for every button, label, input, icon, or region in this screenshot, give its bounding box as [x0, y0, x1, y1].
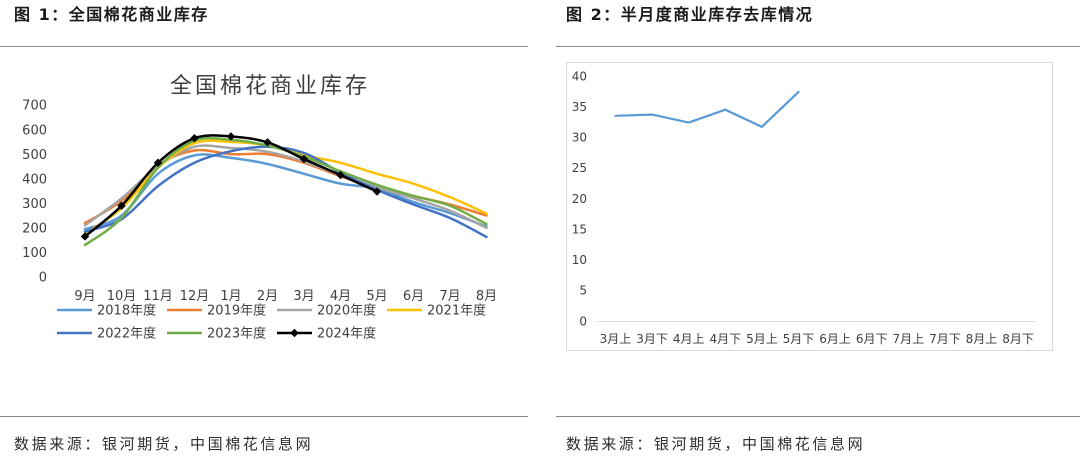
data-point-2024-2 — [153, 158, 163, 167]
y-tick-label-30: 30 — [572, 131, 587, 145]
legend-label-2022: 2022年度 — [97, 326, 156, 342]
x-tick-label: 4月下 — [709, 332, 741, 346]
x-tick-label: 7月 — [439, 289, 460, 304]
x-tick-label: 3月上 — [600, 332, 632, 346]
data-point-2024-6 — [299, 154, 309, 164]
y-tick-label-200: 200 — [22, 222, 47, 237]
figure-2-top-divider — [556, 46, 1080, 47]
data-point-2024-8 — [372, 187, 382, 196]
legend-item-2024: 2024年度 — [277, 326, 376, 342]
legend-item-2021: 2021年度 — [387, 303, 486, 319]
x-tick-label: 7月下 — [929, 332, 961, 346]
y-tick-label-600: 600 — [22, 123, 47, 138]
data-point-2024-0 — [80, 232, 90, 241]
half-month-destocking-chart: 0 5 10 15 20 25 30 35 40 3月上 3月下 4月上 4月下 5月上 5月下 6月上 6月… — [566, 62, 1053, 351]
chart-title: 全国棉花商业库存 — [170, 74, 370, 99]
legend-label-2018: 2018年度 — [97, 303, 156, 319]
figure-1-caption: 图 1：全国棉花商业库存 — [14, 5, 209, 24]
legend-item-2018: 2018年度 — [57, 303, 156, 319]
chart-area-border — [566, 62, 1053, 351]
x-tick-label: 8月 — [476, 289, 497, 304]
legend-label-2021: 2021年度 — [427, 303, 486, 319]
y-axis-labels: 0 5 10 15 20 25 30 35 40 — [572, 69, 587, 328]
y-tick-label-25: 25 — [572, 161, 587, 175]
y-tick-label-35: 35 — [572, 100, 587, 114]
data-point-2024-5 — [263, 138, 272, 147]
legend-label-2023: 2023年度 — [207, 326, 266, 342]
legend-label-2024: 2024年度 — [317, 326, 376, 342]
data-point-2024-3 — [190, 133, 199, 143]
figure-1-bottom-divider — [0, 416, 528, 417]
x-tick-label: 1月 — [220, 289, 241, 304]
figure-1-top-divider — [0, 46, 528, 47]
series-line-2018 — [83, 153, 488, 231]
x-tick-label: 4月 — [330, 289, 351, 304]
series-line-2020 — [83, 144, 488, 230]
data-point-2024-4 — [226, 132, 236, 141]
x-tick-label: 12月 — [180, 289, 210, 304]
x-tick-label: 4月上 — [673, 332, 705, 346]
y-tick-label-100: 100 — [22, 246, 47, 261]
legend-item-2019: 2019年度 — [167, 303, 266, 319]
data-point-2024-7 — [336, 170, 345, 180]
y-tick-label-0: 0 — [39, 271, 47, 286]
figure-2-source-note: 数据来源：银河期货，中国棉花信息网 — [566, 435, 866, 453]
legend-item-2023: 2023年度 — [167, 326, 266, 342]
figure-1-source-note: 数据来源：银河期货，中国棉花信息网 — [14, 435, 314, 453]
x-tick-label: 5月下 — [783, 332, 815, 346]
y-tick-label-500: 500 — [22, 148, 47, 163]
series-line-2022 — [83, 145, 488, 239]
legend-item-2020: 2020年度 — [277, 303, 376, 319]
figure-2-caption: 图 2：半月度商业库存去库情况 — [566, 5, 814, 24]
x-tick-label: 3月下 — [636, 332, 668, 346]
x-tick-label: 8月下 — [1002, 332, 1034, 346]
x-tick-label: 5月上 — [746, 332, 778, 346]
x-tick-label: 11月 — [143, 289, 173, 304]
legend-label-2019: 2019年度 — [207, 303, 266, 319]
x-tick-label: 5月 — [366, 289, 387, 304]
y-tick-label-15: 15 — [572, 222, 587, 236]
data-point-2024-1 — [117, 201, 126, 210]
series-line-main — [614, 90, 800, 128]
x-tick-label: 3月 — [293, 289, 314, 304]
x-tick-label: 6月 — [403, 289, 424, 304]
y-tick-label-400: 400 — [22, 172, 47, 187]
legend: 2018年度 2019年度 2020年度 2021年度 2022年度 2023年度 2024… — [57, 303, 486, 342]
figure-2-bottom-divider — [556, 416, 1080, 417]
x-tick-label: 10月 — [107, 289, 137, 304]
plot-series — [80, 132, 488, 247]
x-tick-label: 9月 — [74, 289, 95, 304]
y-tick-label-700: 700 — [22, 99, 47, 114]
y-tick-label-40: 40 — [572, 69, 587, 83]
legend-marker-2024 — [290, 328, 299, 338]
commercial-inventory-chart: 全国棉花商业库存 0 100 200 300 400 500 600 700 9月 10月 11月… — [22, 74, 497, 342]
x-axis-labels: 3月上 3月下 4月上 4月下 5月上 5月下 6月上 6月下 7月上 7月下 8月上 8月下 — [600, 332, 1034, 346]
x-tick-label: 6月上 — [819, 332, 851, 346]
y-tick-label-10: 10 — [572, 253, 587, 267]
x-axis-labels: 9月 10月 11月 12月 1月 2月 3月 4月 5月 6月 7月 8月 — [74, 289, 497, 304]
x-tick-label: 7月上 — [892, 332, 924, 346]
x-tick-label: 8月上 — [966, 332, 998, 346]
legend-label-2020: 2020年度 — [317, 303, 376, 319]
x-tick-label: 6月下 — [856, 332, 888, 346]
x-tick-label: 2月 — [257, 289, 278, 304]
legend-item-2022: 2022年度 — [57, 326, 156, 342]
y-tick-label-20: 20 — [572, 192, 587, 206]
plot-series — [614, 90, 800, 128]
y-tick-label-0: 0 — [579, 314, 587, 328]
y-tick-label-5: 5 — [579, 284, 587, 298]
series-line-2023 — [83, 136, 488, 247]
y-axis-labels: 0 100 200 300 400 500 600 700 — [22, 99, 47, 286]
y-tick-label-300: 300 — [22, 197, 47, 212]
